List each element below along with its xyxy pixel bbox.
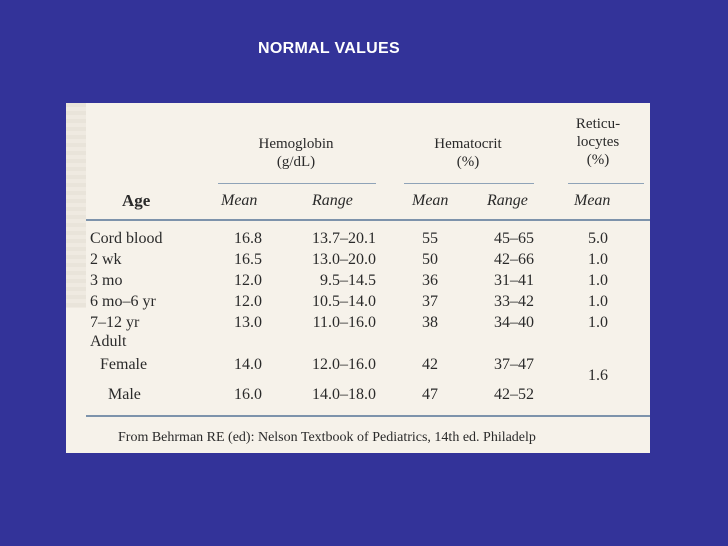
cell-hb-mean: 14.0 xyxy=(234,356,262,373)
cell-adult-retic-mean: 1.6 xyxy=(588,367,608,384)
cell-retic-mean: 1.0 xyxy=(588,293,608,310)
cell-age: Cord blood xyxy=(90,230,163,247)
cell-age: 2 wk xyxy=(90,251,122,268)
cell-age: 6 mo–6 yr xyxy=(90,293,156,310)
cell-age: Adult xyxy=(90,333,127,350)
hematocrit-group-rule xyxy=(404,183,534,184)
cell-hb-range: 12.0–16.0 xyxy=(312,356,376,373)
cell-hb-mean: 13.0 xyxy=(234,314,262,331)
reticulocytes-header-line2: locytes xyxy=(576,134,620,150)
cell-age: 7–12 yr xyxy=(90,314,140,331)
cell-retic-mean: 5.0 xyxy=(588,230,608,247)
cell-hb-range: 11.0–16.0 xyxy=(312,314,376,331)
cell-hct-range: 33–42 xyxy=(494,293,534,310)
col-header-hct-mean: Mean xyxy=(412,192,449,209)
hematocrit-group-header: Hematocrit (%) xyxy=(412,135,524,171)
col-header-hct-range: Range xyxy=(487,192,528,209)
reticulocytes-group-header: Reticu- locytes (%) xyxy=(560,115,636,169)
cell-retic-mean: 1.0 xyxy=(588,314,608,331)
cell-hct-mean: 37 xyxy=(422,293,438,310)
reticulocytes-group-rule xyxy=(568,183,644,184)
col-header-hb-mean: Mean xyxy=(221,192,258,209)
cell-hb-mean: 16.0 xyxy=(234,386,262,403)
hematocrit-header-line2: (%) xyxy=(456,154,480,170)
slide-title: NORMAL VALUES xyxy=(258,40,400,57)
col-header-age: Age xyxy=(122,191,151,210)
cell-hb-range: 13.7–20.1 xyxy=(312,230,376,247)
hemoglobin-header-line2: (g/dL) xyxy=(276,154,316,170)
cell-retic-mean: 1.0 xyxy=(588,272,608,289)
cell-hct-range: 42–66 xyxy=(494,251,534,268)
header-rule xyxy=(86,219,650,221)
cell-hct-mean: 55 xyxy=(422,230,438,247)
source-citation: From Behrman RE (ed): Nelson Textbook of… xyxy=(118,430,536,445)
footer-rule xyxy=(86,415,650,417)
normal-values-table: Hemoglobin (g/dL) Hematocrit (%) Reticu-… xyxy=(66,103,650,453)
cell-hct-range: 42–52 xyxy=(494,386,534,403)
cell-hb-mean: 16.8 xyxy=(234,230,262,247)
cell-hct-mean: 47 xyxy=(422,386,438,403)
col-header-hb-range: Range xyxy=(312,192,353,209)
cell-hb-range: 14.0–18.0 xyxy=(312,386,376,403)
cell-hct-range: 34–40 xyxy=(494,314,534,331)
cell-hb-range: 10.5–14.0 xyxy=(312,293,376,310)
hemoglobin-header-line1: Hemoglobin xyxy=(258,136,334,152)
cell-hct-range: 37–47 xyxy=(494,356,534,373)
cell-hct-mean: 42 xyxy=(422,356,438,373)
cell-hct-mean: 50 xyxy=(422,251,438,268)
reticulocytes-header-line3: (%) xyxy=(586,152,610,168)
scan-edge-texture xyxy=(66,103,86,308)
cell-hb-range: 13.0–20.0 xyxy=(312,251,376,268)
cell-age: Female xyxy=(100,356,148,373)
hemoglobin-group-rule xyxy=(218,183,376,184)
cell-hct-mean: 36 xyxy=(422,272,438,289)
cell-age: Male xyxy=(108,386,141,403)
cell-hb-mean: 12.0 xyxy=(234,293,262,310)
cell-retic-mean: 1.0 xyxy=(588,251,608,268)
hemoglobin-group-header: Hemoglobin (g/dL) xyxy=(226,135,366,171)
reticulocytes-header-line1: Reticu- xyxy=(575,116,621,132)
cell-hct-range: 45–65 xyxy=(494,230,534,247)
cell-age: 3 mo xyxy=(90,272,123,289)
hematocrit-header-line1: Hematocrit xyxy=(434,136,502,152)
cell-hb-mean: 12.0 xyxy=(234,272,262,289)
cell-hb-range: 9.5–14.5 xyxy=(320,272,376,289)
cell-hb-mean: 16.5 xyxy=(234,251,262,268)
cell-hct-range: 31–41 xyxy=(494,272,534,289)
col-header-retic-mean: Mean xyxy=(574,192,611,209)
cell-hct-mean: 38 xyxy=(422,314,438,331)
